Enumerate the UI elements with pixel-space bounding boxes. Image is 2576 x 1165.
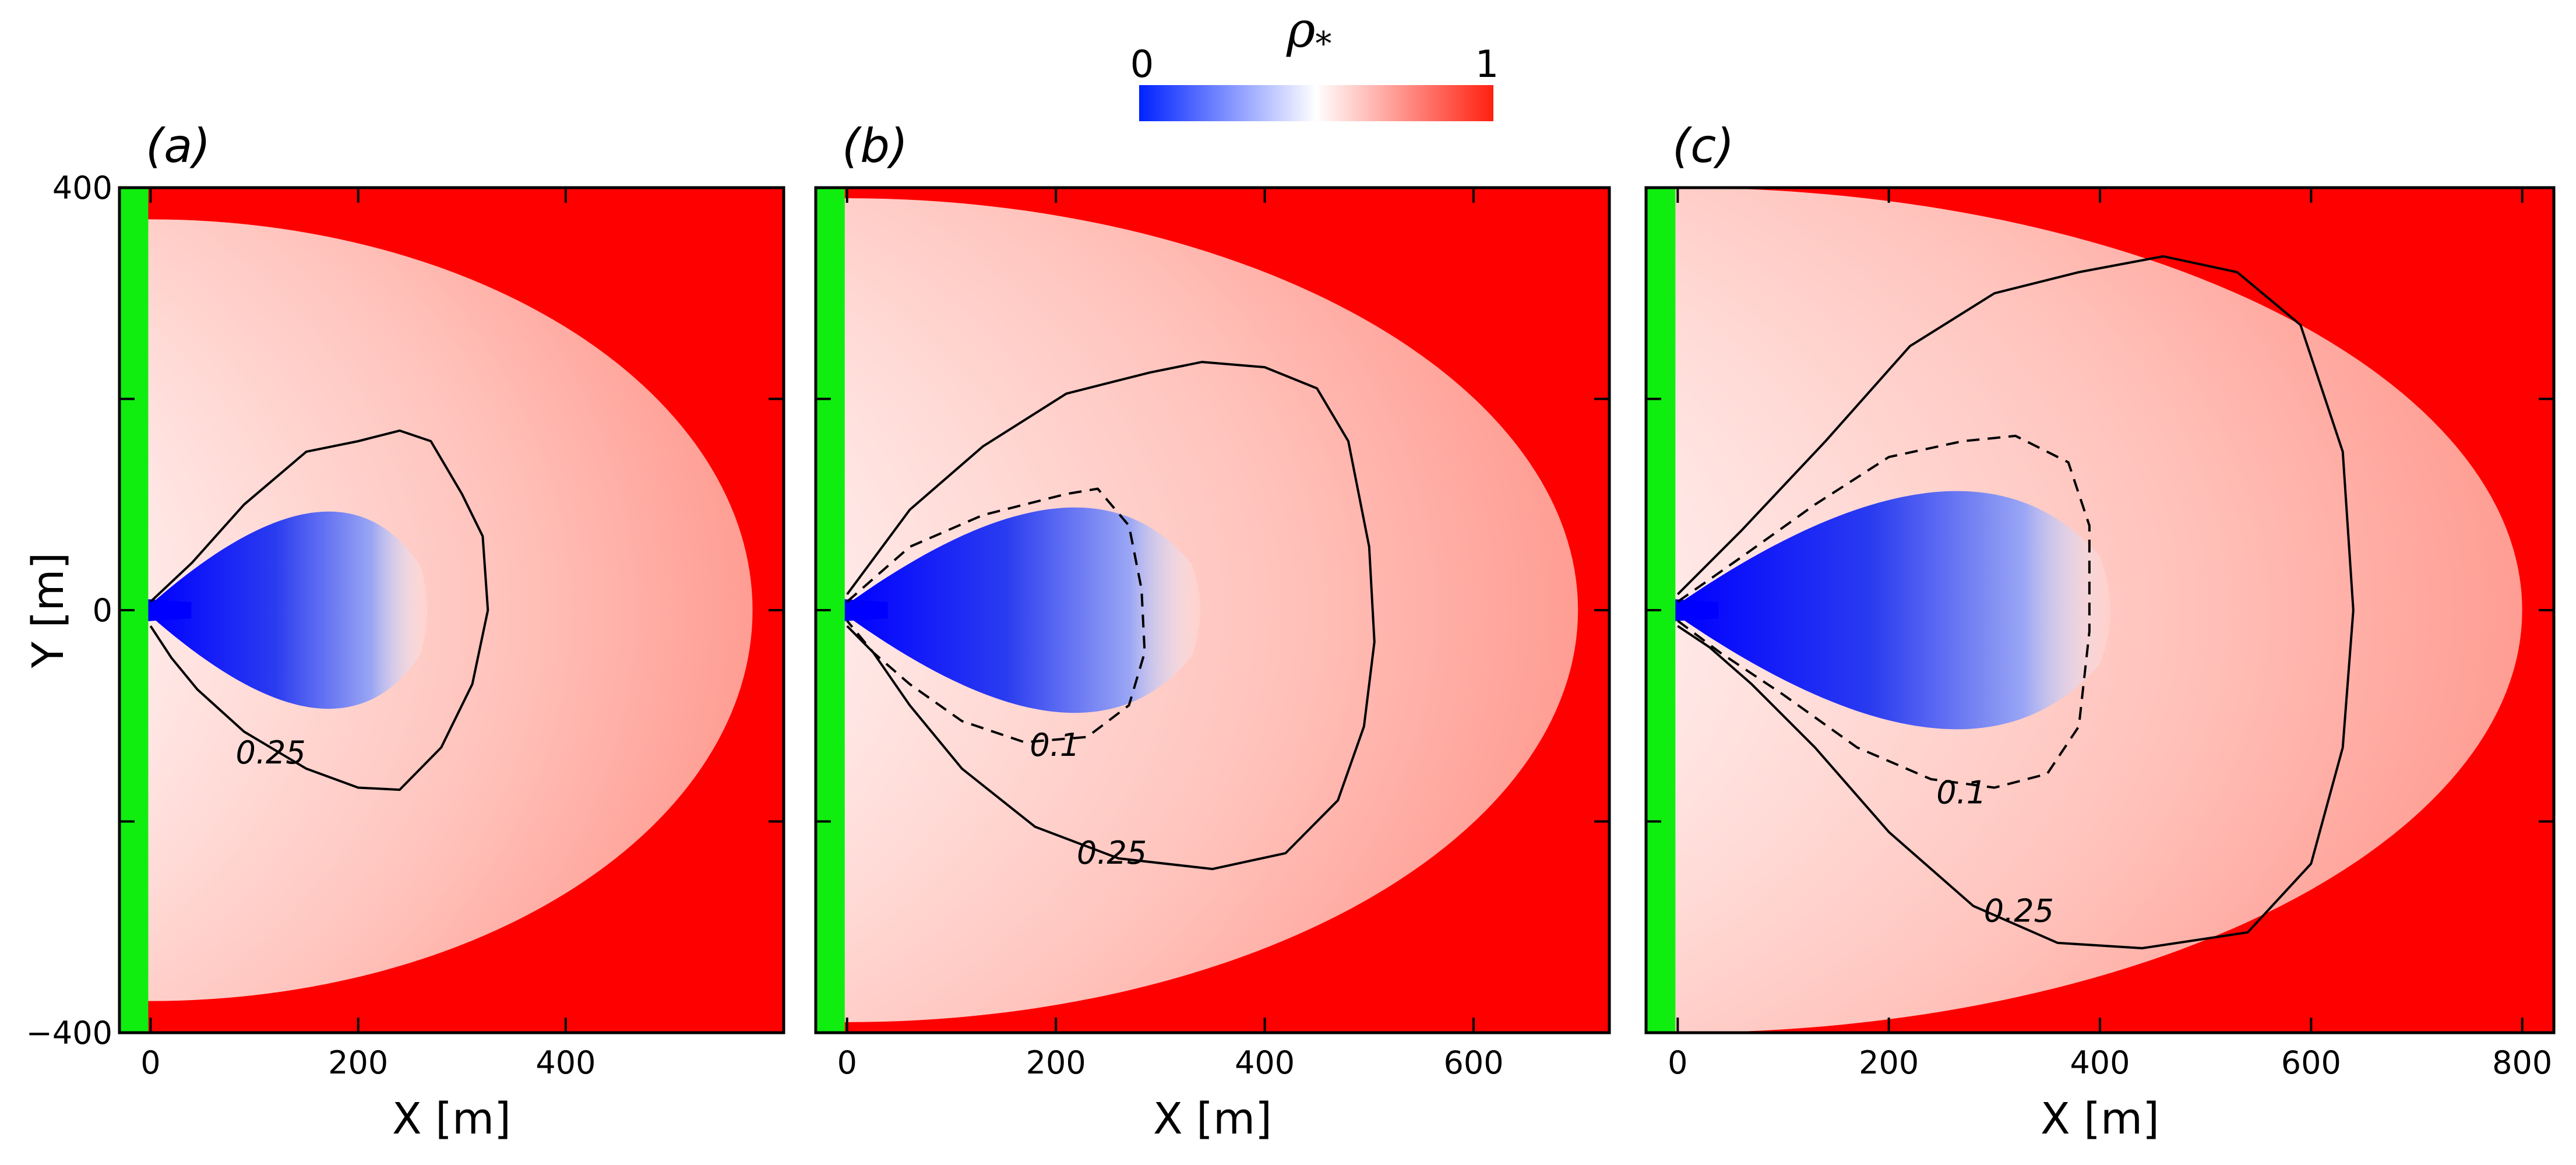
x-tick-label: 400	[2070, 1044, 2130, 1081]
contour-label: 0.25	[236, 734, 306, 771]
x-axis-label: X [m]	[392, 1094, 511, 1144]
colorbar-max-label: 1	[1475, 43, 1499, 86]
x-tick-label: 400	[1235, 1044, 1295, 1081]
colorbar-gradient	[1139, 85, 1493, 121]
contour-label: 0.1	[1030, 727, 1080, 763]
panel-label-a: (a)	[146, 119, 210, 173]
colorbar-subscript: *	[1315, 25, 1331, 63]
contour-line-0.1	[846, 487, 1146, 744]
x-tick-label: 200	[328, 1044, 388, 1081]
x-tick-label: 200	[1026, 1044, 1086, 1081]
plume-region	[119, 219, 753, 1001]
x-tick-label: 0	[140, 1044, 160, 1081]
y-tick-label: −400	[26, 1015, 112, 1051]
contour-line-0.1	[1677, 434, 2091, 789]
colorbar-title: ρ*	[1286, 1, 1331, 63]
contour-label: 0.25	[1984, 893, 2054, 930]
contour-line-0.25	[846, 361, 1376, 871]
y-tick-label: 0	[93, 592, 112, 629]
x-axis-label: X [m]	[1153, 1094, 1272, 1144]
x-tick-label: 0	[1668, 1044, 1687, 1081]
y-axis-label: Y [m]	[23, 552, 73, 669]
low-density-core	[847, 507, 1200, 713]
panel-c: (c) 0.25 0.1 0 200 400 600 800 X [m]	[1644, 119, 2556, 1144]
contour-line-0.25	[1676, 255, 2355, 949]
x-tick-label: 600	[1443, 1044, 1503, 1081]
contour-line-0.25	[149, 429, 489, 791]
x-tick-label: 0	[837, 1044, 857, 1081]
low-density-core	[150, 511, 428, 709]
colorbar-symbol: ρ	[1286, 1, 1315, 58]
x-tick-label: 400	[535, 1044, 595, 1081]
x-axis-label: X [m]	[2041, 1094, 2159, 1144]
panel-label-b: (b)	[842, 119, 908, 173]
x-tick-label: 200	[1859, 1044, 1919, 1081]
low-density-core	[1678, 491, 2111, 730]
contour-label: 0.25	[1077, 835, 1147, 871]
panel-b: (b) 0.25 0.1 0 200 400 600 X [m]	[814, 119, 1611, 1144]
colorbar: 0 1 ρ*	[1130, 1, 1499, 121]
panel-label-c: (c)	[1672, 119, 1734, 173]
contour-label: 0.1	[1936, 775, 1986, 811]
panel-a: (a) 0.25 0 200 400 −400 0 400 X [m] Y [m]	[23, 119, 785, 1144]
y-tick-label: 400	[52, 170, 112, 206]
x-tick-label: 600	[2281, 1044, 2341, 1081]
colorbar-min-label: 0	[1130, 43, 1154, 86]
x-tick-label: 800	[2492, 1044, 2552, 1081]
